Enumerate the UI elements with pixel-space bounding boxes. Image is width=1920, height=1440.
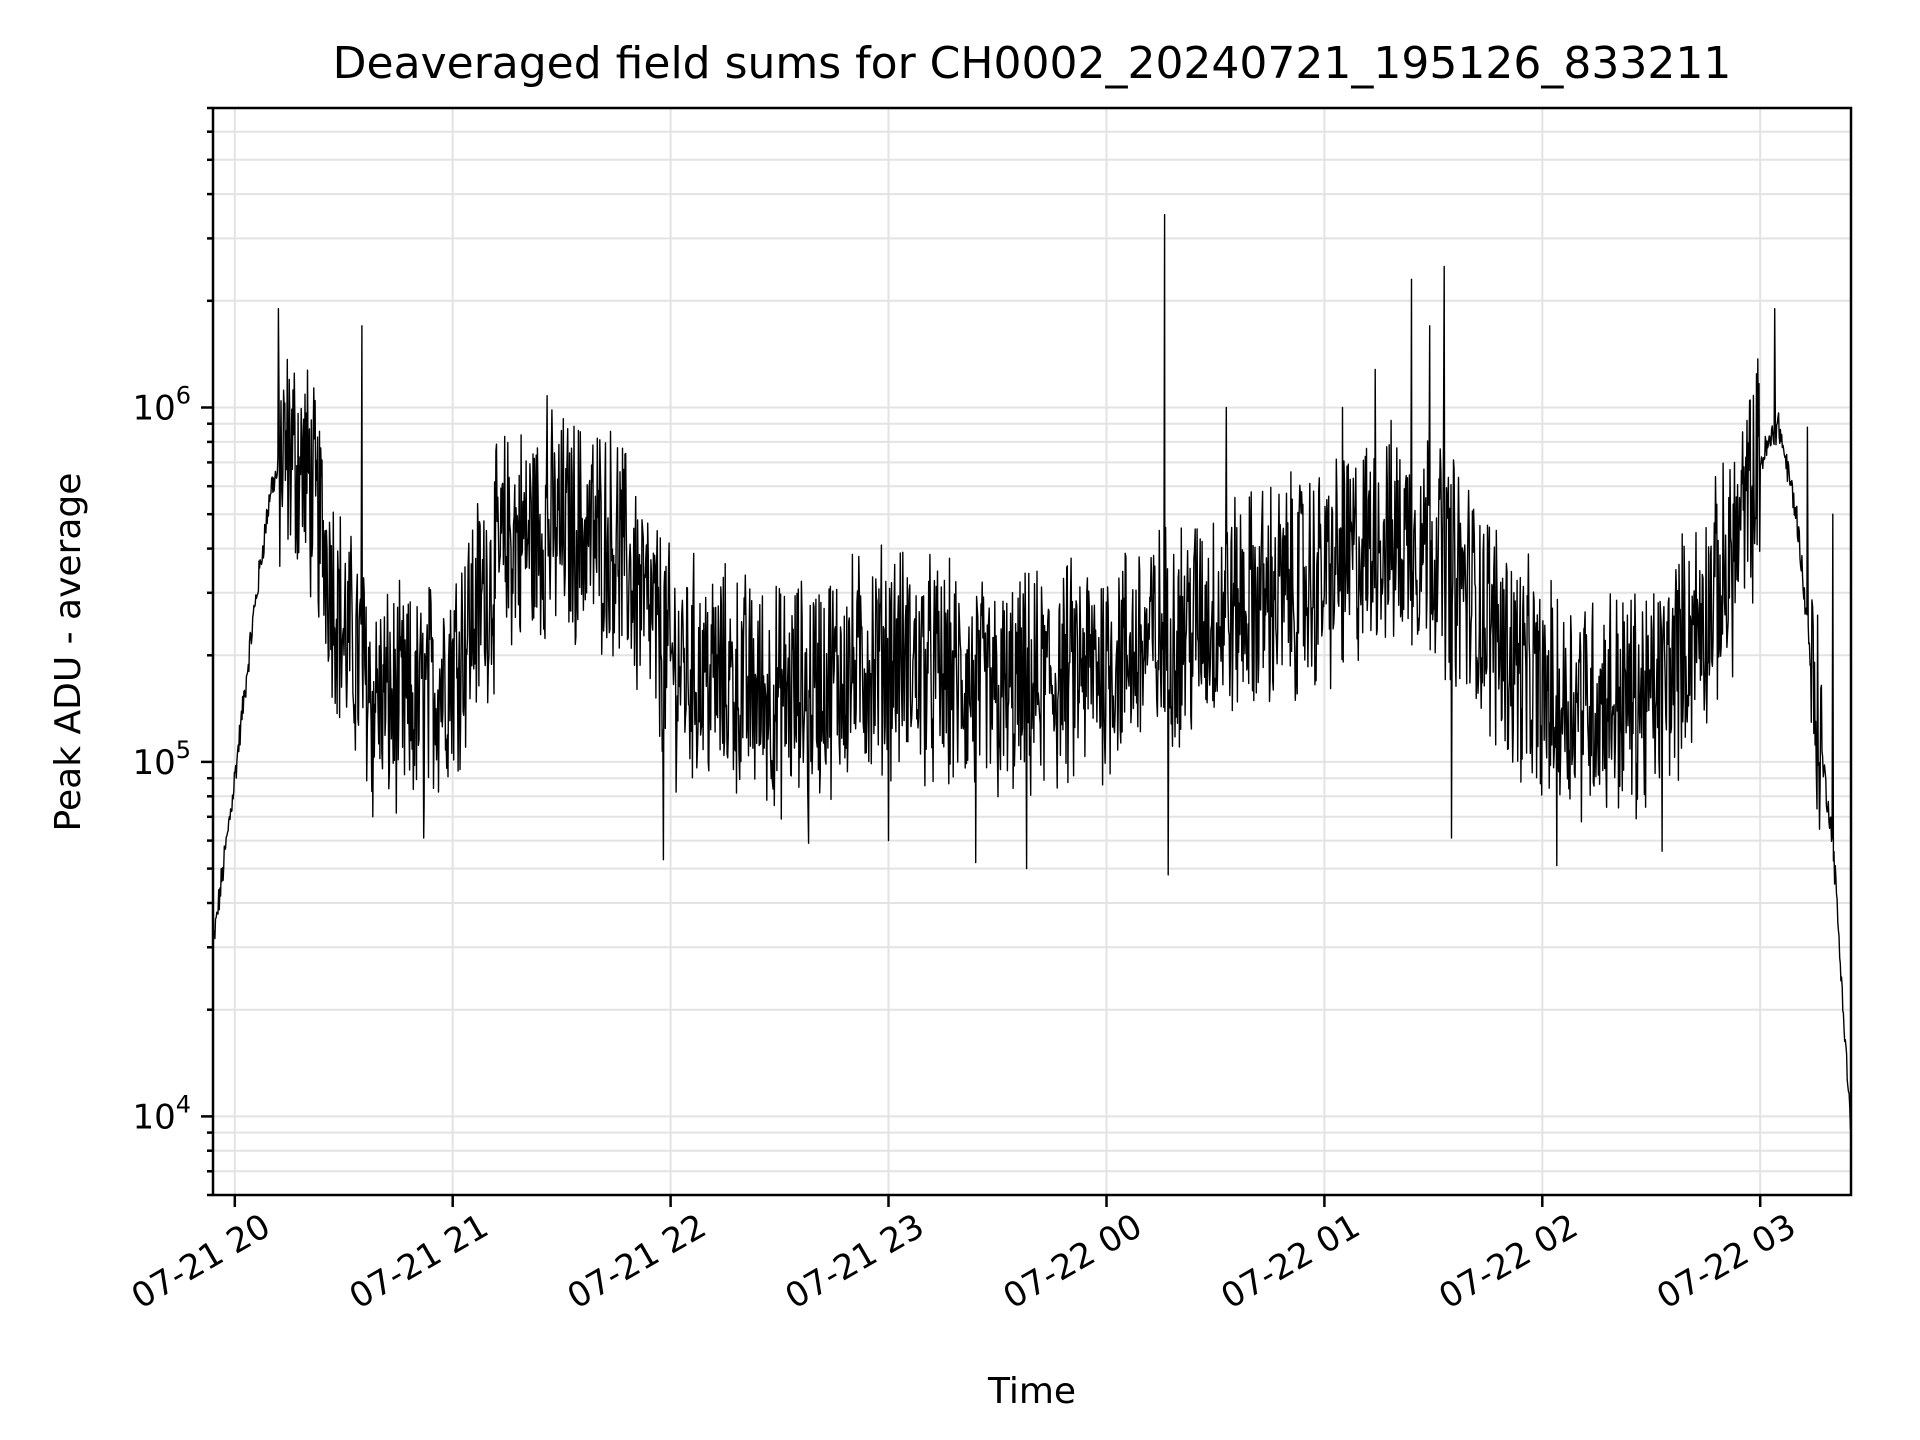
series-line xyxy=(212,214,1852,1131)
x-tick-label: 07-21 22 xyxy=(561,1206,713,1317)
x-tick-label: 07-21 21 xyxy=(343,1206,495,1317)
x-tick-label: 07-21 23 xyxy=(779,1206,931,1317)
x-tick-label: 07-22 00 xyxy=(997,1206,1149,1317)
y-tick-label: 106 xyxy=(132,382,191,429)
x-axis-label: Time xyxy=(987,1371,1076,1412)
y-axis-label: Peak ADU - average xyxy=(48,473,89,832)
plot-frame xyxy=(211,106,1853,1197)
x-tick-label: 07-22 03 xyxy=(1650,1206,1802,1317)
y-tick-label: 104 xyxy=(132,1090,191,1137)
y-axis: 104 105 106 xyxy=(132,106,213,1197)
y-tick-label: 105 xyxy=(132,736,191,783)
x-axis: 07-21 20 07-21 21 07-21 22 07-21 23 07-22 00… xyxy=(125,1195,1803,1317)
x-tick-label: 07-21 20 xyxy=(125,1206,277,1317)
x-tick-label: 07-22 01 xyxy=(1215,1206,1367,1317)
x-tick-label: 07-22 02 xyxy=(1432,1206,1584,1317)
chart-title: Deaveraged field sums for CH0002_2024072… xyxy=(333,38,1732,89)
data-series xyxy=(212,214,1852,1131)
